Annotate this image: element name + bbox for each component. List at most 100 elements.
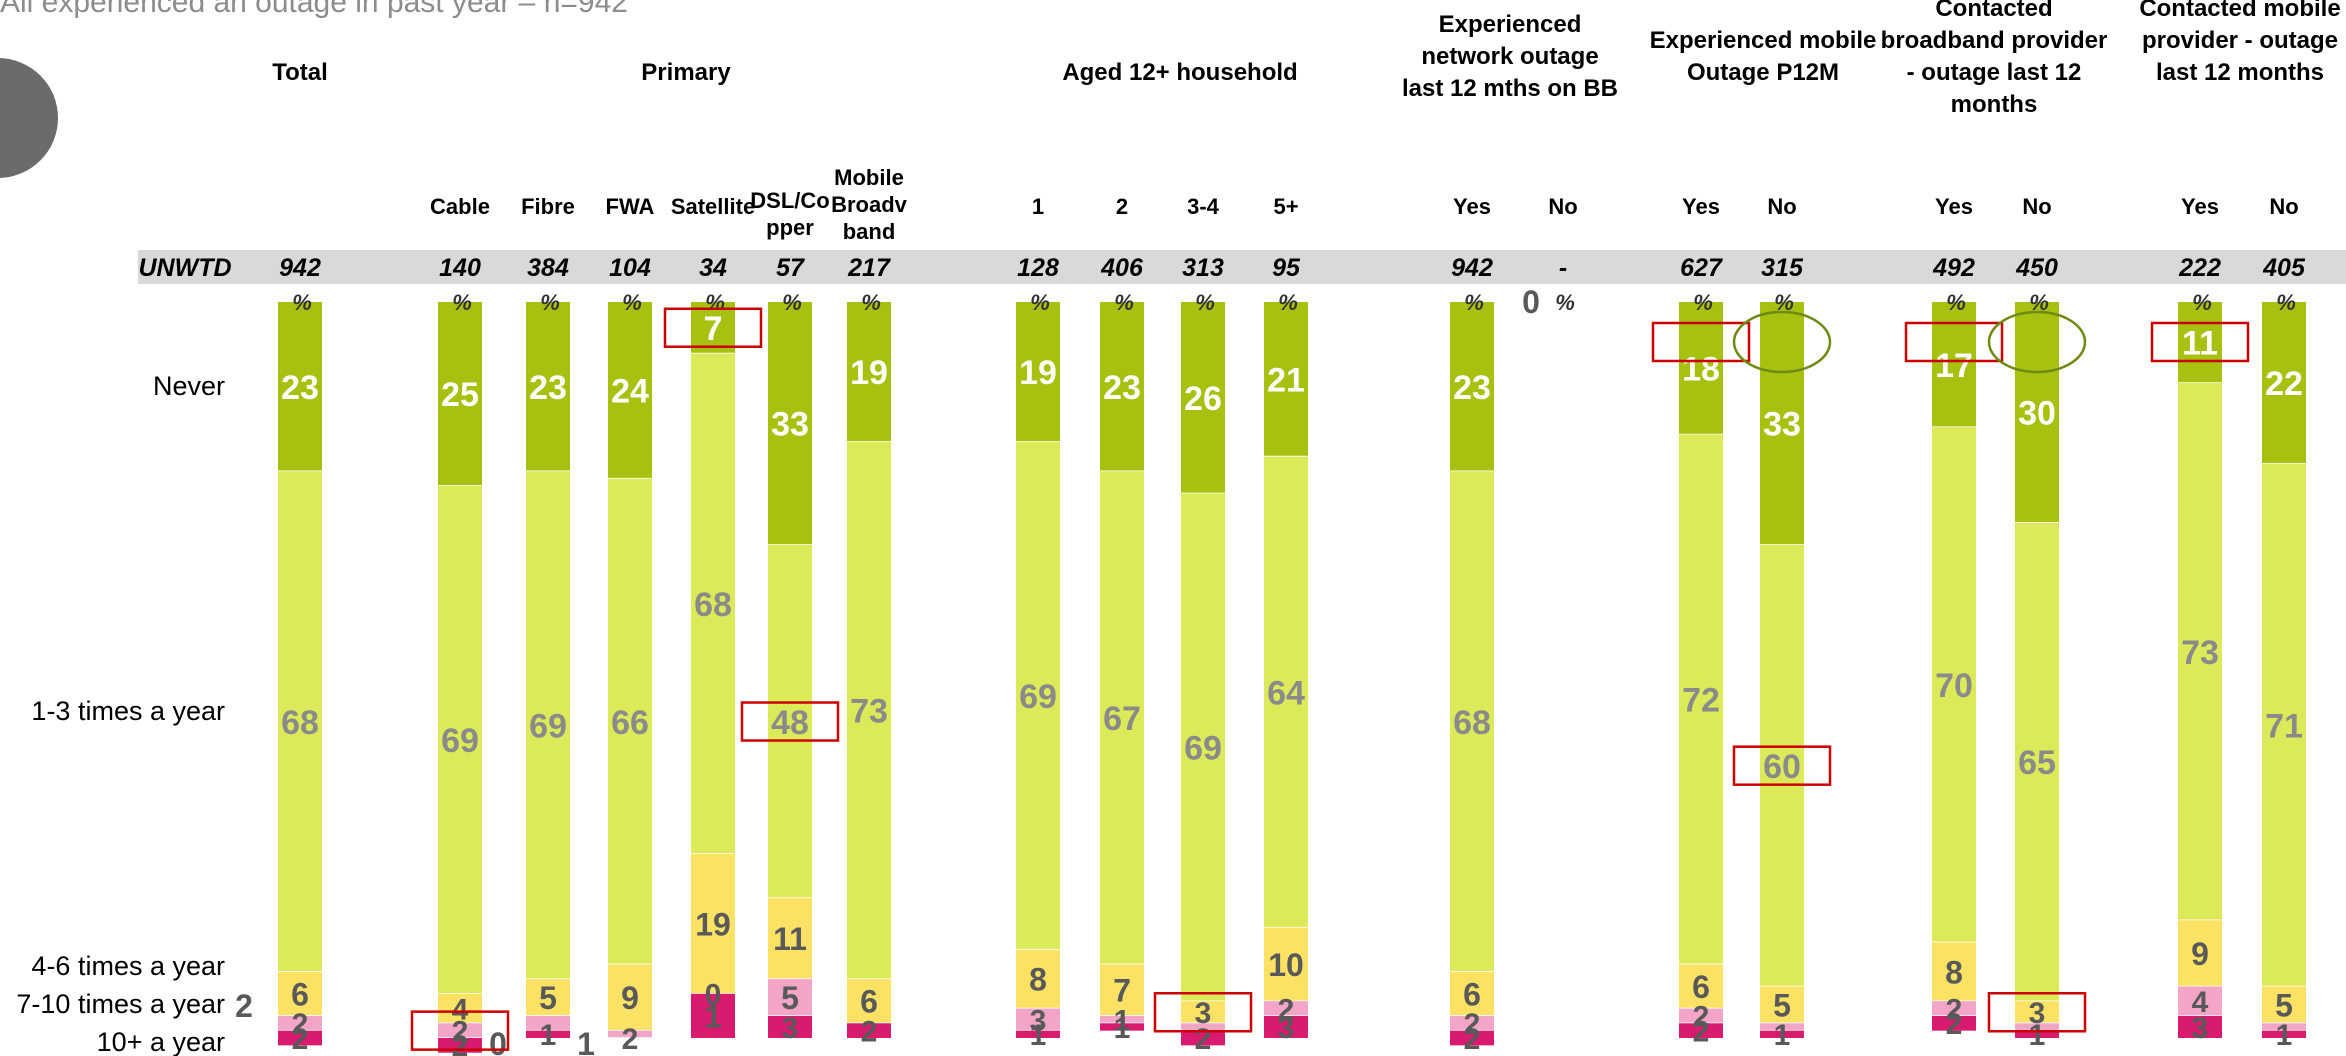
value-label: 23 xyxy=(529,369,567,407)
group-header: network outage xyxy=(1421,43,1598,70)
group-header: Aged 12+ household xyxy=(1062,59,1297,86)
row-label: 10+ a year xyxy=(97,1027,225,1056)
bar-segment xyxy=(768,979,812,1016)
value-label: 69 xyxy=(1019,678,1057,716)
zero-label: 0 xyxy=(1522,284,1540,320)
value-label: 23 xyxy=(281,369,319,407)
bar-segment xyxy=(1016,441,1060,950)
callout-box xyxy=(663,307,763,349)
value-label: 2 xyxy=(1464,1008,1481,1041)
column-header: No xyxy=(1548,194,1577,219)
value-label: 23 xyxy=(1453,369,1491,407)
column-header: 5+ xyxy=(1273,194,1298,219)
value-label: 22 xyxy=(2265,365,2303,403)
percent-marker: % xyxy=(622,290,642,315)
bar-segment xyxy=(438,302,482,486)
percent-marker: % xyxy=(1278,290,1298,315)
value-label: 10 xyxy=(1268,947,1304,983)
bar-segment xyxy=(2262,463,2306,987)
value-label: 8 xyxy=(1945,954,1963,990)
group-header: Contacted xyxy=(1935,0,2052,22)
value-label: 64 xyxy=(1267,674,1305,712)
bar-segment xyxy=(608,302,652,479)
value-label: 4 xyxy=(452,993,469,1026)
bar-segment xyxy=(278,471,322,972)
bar-segment xyxy=(1760,1023,1804,1031)
value-label: 6 xyxy=(1692,969,1710,1005)
bar-segment xyxy=(691,302,735,354)
bar-segment xyxy=(1264,927,1308,1002)
value-label: 25 xyxy=(441,376,479,414)
bar-segment xyxy=(1760,986,1804,1024)
percent-marker: % xyxy=(1774,290,1794,315)
bar-segment xyxy=(1264,1015,1308,1038)
bar-segment xyxy=(768,1015,812,1038)
bar-segment xyxy=(1016,949,1060,1009)
value-label: 68 xyxy=(281,704,319,742)
value-label: 2 xyxy=(452,1030,469,1056)
base-count: 942 xyxy=(1451,254,1493,282)
group-header: provider - outage xyxy=(2142,27,2338,54)
bar-segment xyxy=(526,471,570,980)
group-header: Outage P12M xyxy=(1687,59,1839,86)
value-label: 70 xyxy=(1935,667,1973,705)
outside-value-label: 0 xyxy=(489,1026,507,1056)
callout-ellipse xyxy=(1732,310,1832,374)
bar-segment xyxy=(1181,493,1225,1002)
group-header: last 12 months xyxy=(2156,59,2324,86)
bar-segment xyxy=(2015,1023,2059,1031)
bar-segment xyxy=(1264,456,1308,928)
value-label: 73 xyxy=(2181,634,2219,672)
bar-segment xyxy=(1450,1030,1494,1046)
bar-segment xyxy=(438,993,482,1024)
bar-segment xyxy=(2015,1030,2059,1038)
bar-segment xyxy=(1450,471,1494,972)
value-label: 6 xyxy=(291,976,309,1012)
value-label: 19 xyxy=(695,906,731,942)
group-header: Total xyxy=(272,59,328,86)
base-count: 95 xyxy=(1272,254,1301,282)
value-label: 6 xyxy=(1463,976,1481,1012)
value-label: 11 xyxy=(773,921,807,957)
column-header: band xyxy=(843,219,896,244)
percent-marker: % xyxy=(292,290,312,315)
value-label: 19 xyxy=(1019,354,1057,392)
column-header: No xyxy=(2022,194,2051,219)
percent-marker: % xyxy=(1114,290,1134,315)
value-label: 0 xyxy=(705,979,722,1012)
bar-segment xyxy=(1181,1030,1225,1046)
group-header: last 12 mths on BB xyxy=(1402,75,1618,102)
value-label: 1 xyxy=(540,1019,557,1052)
bar-segment xyxy=(1264,302,1308,457)
bar-segment xyxy=(847,441,891,980)
column-header: Mobile xyxy=(834,165,904,190)
value-label: 2 xyxy=(1278,993,1295,1026)
value-label: 21 xyxy=(1267,362,1305,400)
outside-value-label: 2 xyxy=(235,988,253,1024)
row-label: 7-10 times a year xyxy=(16,989,225,1019)
column-header: 1 xyxy=(1032,194,1044,219)
value-label: 7 xyxy=(1113,973,1131,1009)
bar-segment xyxy=(526,1030,570,1038)
bar-segment xyxy=(1016,1030,1060,1038)
value-label: 19 xyxy=(850,354,888,392)
bar-segment xyxy=(1932,427,1976,943)
bar-segment xyxy=(1181,1001,1225,1024)
value-label: 71 xyxy=(2265,707,2303,745)
bar-segment xyxy=(691,854,735,994)
base-count: 627 xyxy=(1680,254,1723,282)
bar-segment xyxy=(1181,302,1225,494)
bar-segment xyxy=(2178,986,2222,1016)
value-label: 48 xyxy=(771,704,809,742)
base-count: 315 xyxy=(1761,254,1804,282)
bar-segment xyxy=(1760,544,1804,987)
value-label: 5 xyxy=(781,980,799,1016)
base-count: 34 xyxy=(699,254,727,282)
value-label: 2 xyxy=(452,1015,469,1048)
column-header: Yes xyxy=(1453,194,1491,219)
bar-segment xyxy=(1679,964,1723,1009)
bar-segment xyxy=(1679,1008,1723,1024)
group-header: months xyxy=(1951,91,2038,118)
base-count: 450 xyxy=(2015,254,2058,282)
